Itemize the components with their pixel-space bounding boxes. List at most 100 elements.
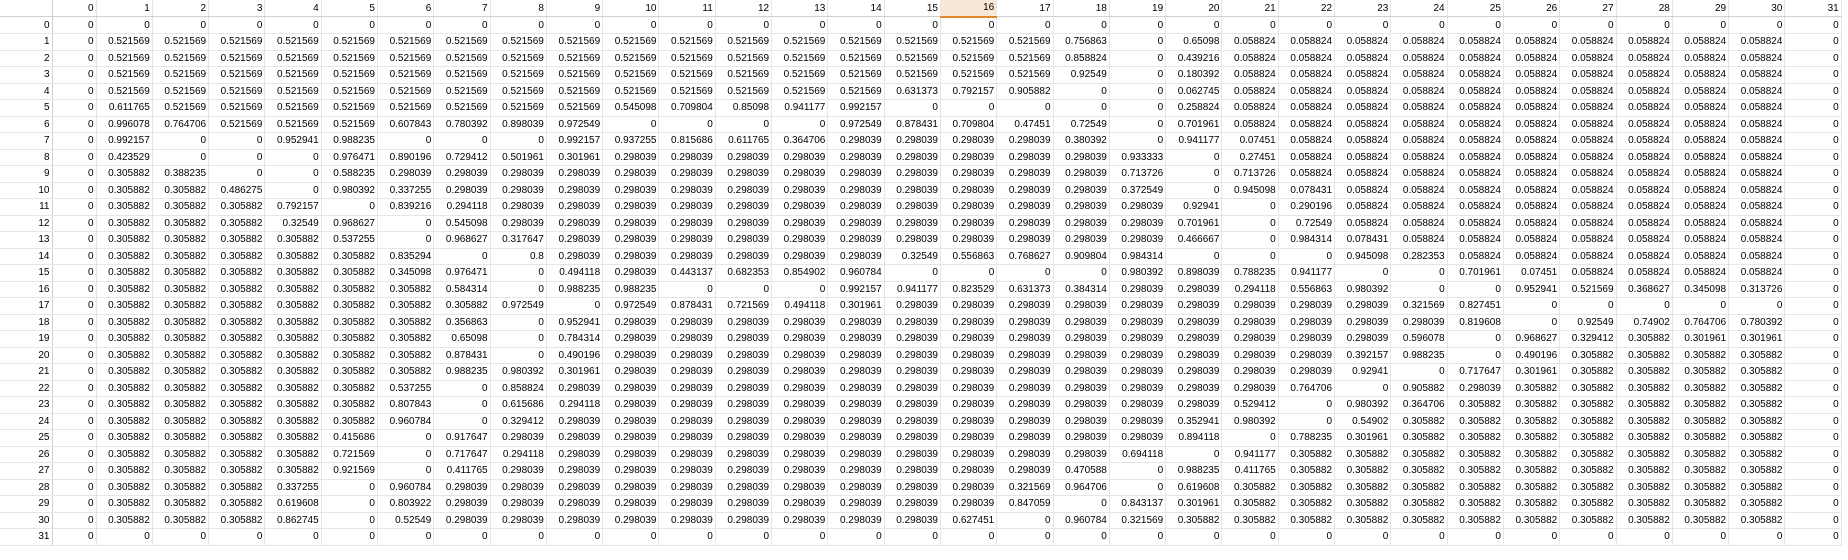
table-cell[interactable]: 0.298039 <box>1221 297 1279 315</box>
table-cell[interactable]: 0.298039 <box>884 396 941 414</box>
table-cell[interactable]: 0.298039 <box>1109 363 1167 381</box>
table-cell[interactable]: 0.298039 <box>1165 281 1223 298</box>
table-cell[interactable]: 0.521569 <box>208 33 266 51</box>
table-cell[interactable]: 0.415686 <box>321 429 378 447</box>
table-cell[interactable]: 0.305882 <box>1616 512 1673 529</box>
table-cell[interactable]: 0.305882 <box>377 363 435 381</box>
table-cell[interactable]: 0.521569 <box>208 99 266 117</box>
table-cell[interactable]: 0.058824 <box>1334 215 1392 232</box>
table-cell[interactable]: 0.298039 <box>658 495 716 513</box>
table-cell[interactable]: 0.952941 <box>264 132 322 150</box>
table-cell[interactable]: 0.298039 <box>602 314 660 331</box>
table-cell[interactable]: 0.298039 <box>884 495 941 513</box>
table-cell[interactable]: 0.298039 <box>658 248 716 265</box>
table-cell[interactable]: 0.305882 <box>1728 347 1786 364</box>
column-header-11[interactable]: 11 <box>658 0 716 17</box>
table-cell[interactable]: 0 <box>1503 314 1561 331</box>
table-cell[interactable]: 0.290196 <box>1278 198 1336 216</box>
table-cell[interactable]: 0.941177 <box>771 99 829 117</box>
table-cell[interactable]: 0 <box>884 16 941 34</box>
table-cell[interactable]: 0 <box>377 446 435 463</box>
table-cell[interactable]: 0.298039 <box>996 363 1054 381</box>
table-cell[interactable]: 0.058824 <box>1503 165 1561 183</box>
table-cell[interactable]: 0.305882 <box>1616 380 1673 397</box>
table-cell[interactable]: 0 <box>52 363 97 381</box>
table-cell[interactable]: 0.329412 <box>1559 330 1617 348</box>
table-cell[interactable]: 0.058824 <box>1672 198 1730 216</box>
table-cell[interactable]: 0 <box>52 495 97 513</box>
table-cell[interactable]: 0.305882 <box>321 380 378 397</box>
table-cell[interactable]: 0.298039 <box>771 495 829 513</box>
table-cell[interactable]: 0 <box>1221 231 1279 249</box>
table-cell[interactable]: 0 <box>1053 264 1110 282</box>
table-cell[interactable]: 0.058824 <box>1278 50 1336 67</box>
table-cell[interactable]: 0.058824 <box>1503 231 1561 249</box>
table-cell[interactable]: 0.298039 <box>658 347 716 364</box>
table-cell[interactable]: 0 <box>490 330 547 348</box>
table-cell[interactable]: 0.521569 <box>546 33 604 51</box>
table-cell[interactable]: 0.905882 <box>1390 380 1448 397</box>
table-cell[interactable]: 0 <box>1784 297 1842 315</box>
table-cell[interactable]: 0.298039 <box>827 413 885 430</box>
table-cell[interactable]: 0 <box>1616 16 1673 34</box>
table-cell[interactable]: 0 <box>52 297 97 315</box>
table-cell[interactable]: 0.298039 <box>602 215 660 232</box>
table-cell[interactable]: 0.298039 <box>658 446 716 463</box>
table-cell[interactable]: 0.305882 <box>208 330 266 348</box>
table-cell[interactable]: 0.521569 <box>264 66 322 84</box>
table-cell[interactable]: 0.298039 <box>771 215 829 232</box>
table-cell[interactable]: 0 <box>433 132 491 150</box>
table-cell[interactable]: 0.972549 <box>490 297 547 315</box>
table-cell[interactable]: 0.764706 <box>152 116 210 133</box>
table-cell[interactable]: 0 <box>1221 528 1279 546</box>
table-cell[interactable]: 0.960784 <box>1053 512 1110 529</box>
table-cell[interactable]: 0.298039 <box>1221 363 1279 381</box>
table-cell[interactable]: 0 <box>377 132 435 150</box>
table-cell[interactable]: 0.058824 <box>1447 231 1504 249</box>
table-cell[interactable]: 0 <box>1784 413 1842 430</box>
table-cell[interactable]: 0.298039 <box>490 215 547 232</box>
table-cell[interactable]: 0.521569 <box>884 50 941 67</box>
table-cell[interactable]: 0.305882 <box>1672 495 1730 513</box>
table-cell[interactable]: 0 <box>1784 165 1842 183</box>
table-cell[interactable]: 0 <box>52 83 97 100</box>
table-cell[interactable]: 0.058824 <box>1447 50 1504 67</box>
table-cell[interactable]: 0.298039 <box>1109 281 1167 298</box>
table-cell[interactable]: 0 <box>996 512 1054 529</box>
table-cell[interactable]: 0.298039 <box>996 215 1054 232</box>
table-cell[interactable]: 0.298039 <box>715 396 773 414</box>
table-cell[interactable]: 0.701961 <box>1165 215 1223 232</box>
table-cell[interactable]: 0.305882 <box>1672 479 1730 496</box>
table-cell[interactable]: 0.298039 <box>771 314 829 331</box>
table-cell[interactable]: 0.521569 <box>377 99 435 117</box>
table-cell[interactable]: 0.058824 <box>1390 99 1448 117</box>
table-cell[interactable]: 0 <box>96 16 153 34</box>
table-cell[interactable]: 0.980392 <box>1334 281 1392 298</box>
table-cell[interactable]: 0.823529 <box>940 281 998 298</box>
table-cell[interactable]: 0.058824 <box>1278 83 1336 100</box>
table-cell[interactable]: 0.298039 <box>827 330 885 348</box>
table-cell[interactable]: 0.847059 <box>996 495 1054 513</box>
table-cell[interactable]: 0.305882 <box>1278 462 1336 480</box>
column-header-9[interactable]: 9 <box>546 0 604 17</box>
table-cell[interactable]: 0.305882 <box>1559 363 1617 381</box>
table-cell[interactable]: 0.298039 <box>715 429 773 447</box>
table-cell[interactable]: 0.988235 <box>602 281 660 298</box>
table-cell[interactable]: 0 <box>1784 396 1842 414</box>
table-cell[interactable]: 0 <box>52 116 97 133</box>
table-cell[interactable]: 0 <box>1784 429 1842 447</box>
table-cell[interactable]: 0.298039 <box>715 413 773 430</box>
table-cell[interactable]: 0.976471 <box>321 149 378 166</box>
row-header[interactable]: 12 <box>0 215 53 232</box>
table-cell[interactable]: 0 <box>321 198 378 216</box>
table-cell[interactable]: 0 <box>602 116 660 133</box>
table-cell[interactable]: 0.298039 <box>827 165 885 183</box>
table-cell[interactable]: 0.764706 <box>1278 380 1336 397</box>
table-cell[interactable]: 0.305882 <box>264 347 322 364</box>
table-cell[interactable]: 0.521569 <box>940 33 998 51</box>
row-header[interactable]: 3 <box>0 66 53 84</box>
table-cell[interactable]: 0.305882 <box>96 347 153 364</box>
table-cell[interactable]: 0.058824 <box>1559 215 1617 232</box>
table-cell[interactable]: 0.058824 <box>1672 215 1730 232</box>
table-cell[interactable]: 0.878431 <box>884 116 941 133</box>
